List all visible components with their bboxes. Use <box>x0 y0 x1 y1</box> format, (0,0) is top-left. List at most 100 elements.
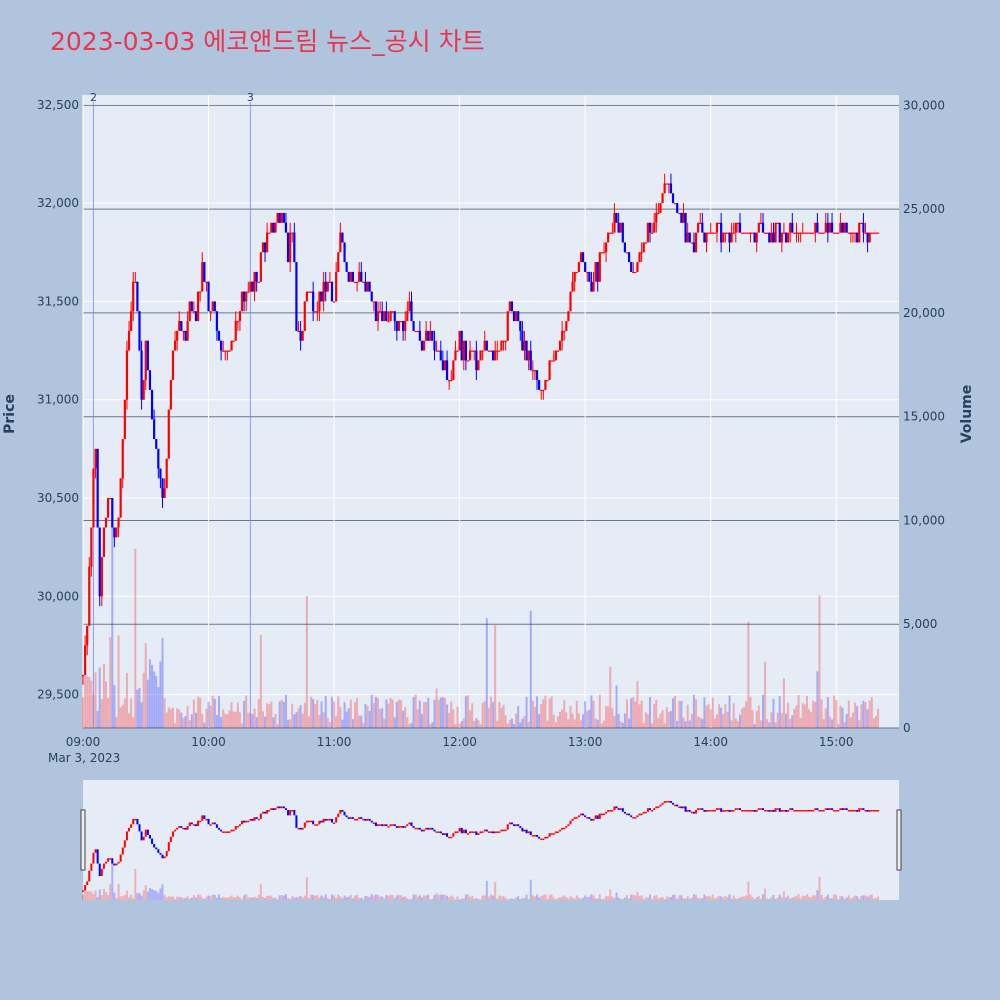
volume-bar <box>582 714 585 728</box>
slider-volume-bar <box>651 899 654 900</box>
x-tick-label: 13:00 <box>568 735 603 749</box>
candle-body <box>602 252 606 254</box>
volume-bar <box>741 708 744 728</box>
candle-body <box>820 232 823 234</box>
slider-volume-bar <box>389 894 392 900</box>
candle-body <box>569 291 572 312</box>
candle-body <box>538 380 541 390</box>
slider-volume-bar <box>707 895 710 900</box>
slider-volume-bar <box>159 888 162 900</box>
slider-candle <box>626 813 628 816</box>
slider-volume-bar <box>839 896 842 900</box>
volume-bar <box>586 711 589 728</box>
slider-volume-bar <box>100 894 103 900</box>
volume-bar <box>529 610 532 728</box>
volume-bar <box>138 687 141 728</box>
volume-bar <box>431 722 434 728</box>
volume-bar <box>502 704 505 728</box>
volume-bar <box>266 703 269 728</box>
volume-bar <box>253 708 256 728</box>
candle-body <box>130 311 133 331</box>
slider-volume-bar <box>362 899 365 900</box>
volume-bar <box>416 709 419 728</box>
volume-bar <box>847 700 850 728</box>
slider-candle <box>655 806 658 809</box>
slider-volume-bar <box>188 898 191 900</box>
slider-candle <box>797 810 800 812</box>
slider-candle <box>546 836 549 839</box>
candle-body <box>165 458 168 489</box>
volume-bar <box>130 698 133 728</box>
slider-candle <box>186 826 189 830</box>
candle-body <box>142 380 145 400</box>
slider-candle <box>743 810 746 812</box>
candle-body <box>600 252 603 254</box>
slider-candle <box>768 810 771 812</box>
slider-volume-bar <box>347 896 350 900</box>
candle-body <box>479 350 482 361</box>
volume-bar <box>705 705 708 728</box>
slider-volume-bar <box>743 896 746 900</box>
volume-bar <box>450 701 453 728</box>
candle-body <box>791 222 794 233</box>
slider-candle <box>381 824 384 827</box>
slider-volume-bar <box>228 896 231 900</box>
volume-bar <box>295 712 298 728</box>
slider-candle <box>713 810 716 812</box>
slider-candle <box>282 806 285 809</box>
candle-body <box>818 232 821 234</box>
volume-bar <box>508 720 511 728</box>
candle-body <box>753 232 756 243</box>
slider-volume-bar <box>471 895 474 900</box>
slider-candle <box>307 820 310 823</box>
slider-candle <box>847 810 850 812</box>
slider-volume-bar <box>734 898 737 900</box>
candle-body <box>414 330 417 333</box>
slider-volume-bar <box>613 897 616 900</box>
slider-candle <box>393 824 396 827</box>
candle-body <box>257 281 260 283</box>
candle-body <box>243 291 246 302</box>
slider-volume-bar <box>498 895 501 900</box>
range-slider-left-handle[interactable] <box>80 809 86 871</box>
candle-body <box>418 330 421 341</box>
x-tick-label: 11:00 <box>317 735 352 749</box>
volume-bar <box>628 718 631 728</box>
volume-bar <box>669 710 672 728</box>
slider-candle <box>119 854 122 862</box>
candle-body <box>529 350 532 371</box>
volume-bar <box>536 696 539 728</box>
slider-candle <box>312 820 315 825</box>
slider-candle <box>339 810 342 814</box>
slider-volume-bar <box>452 896 455 900</box>
slider-candle <box>209 824 212 826</box>
slider-volume-bar <box>330 894 333 900</box>
candle-body <box>795 232 798 234</box>
slider-candle <box>584 815 587 818</box>
slider-candle <box>245 820 248 823</box>
slider-volume-bar <box>305 877 308 900</box>
slider-candle <box>707 810 710 812</box>
slider-volume-bar <box>778 894 781 900</box>
volume-bar <box>167 707 170 728</box>
slider-volume-bar <box>354 895 356 900</box>
candle-body <box>102 527 106 557</box>
volume-bar <box>318 714 321 728</box>
volume-bar <box>460 721 463 728</box>
volume-bar <box>278 701 281 728</box>
slider-volume-bar <box>213 894 216 900</box>
slider-volume-bar <box>826 894 829 900</box>
volume-bar <box>477 720 480 728</box>
slider-candle <box>477 833 480 835</box>
volume-bar <box>471 703 474 728</box>
candle-body <box>648 222 652 233</box>
slider-volume-bar <box>184 897 187 900</box>
slider-volume-bar <box>186 896 189 900</box>
slider-volume-bar <box>123 894 126 900</box>
candle-body <box>226 350 229 352</box>
volume-bar <box>772 698 775 728</box>
slider-volume-bar <box>395 895 398 900</box>
range-slider[interactable] <box>83 780 899 900</box>
slider-volume-bar <box>692 894 695 900</box>
range-slider-right-handle[interactable] <box>896 809 902 871</box>
